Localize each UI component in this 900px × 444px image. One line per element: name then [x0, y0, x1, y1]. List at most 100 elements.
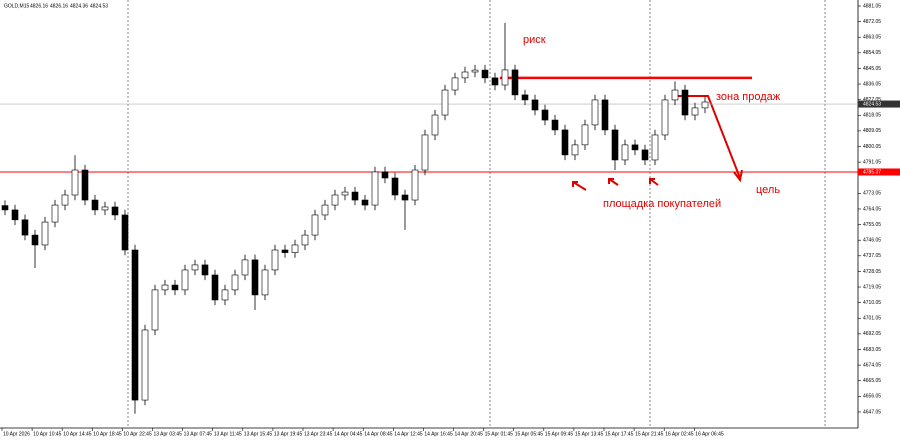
candle-body [521, 94, 529, 101]
y-tick-label: 4737.05 [863, 253, 881, 259]
candle-body [671, 89, 679, 101]
x-tick-label: 15 Apr 05:45 [515, 431, 544, 437]
y-tick-label: 4656.05 [863, 394, 881, 400]
x-tick-label: 13 Apr 23:45 [304, 431, 333, 437]
candle-body [1, 205, 9, 211]
header-price: 4824.53 [90, 3, 108, 9]
header: GOLD,M15 4826.16 4826.16 4824.36 4824.53 [4, 3, 108, 9]
candle-body [421, 134, 429, 171]
x-tick-label: 13 Apr 03:45 [154, 431, 183, 437]
y-tick-label: 4827.05 [863, 97, 881, 103]
candle-body [401, 194, 409, 201]
candle-body [231, 274, 239, 291]
y-tick-label: 4809.05 [863, 128, 881, 134]
arrow-head [733, 169, 743, 183]
candle-body [171, 284, 179, 291]
candle-body [301, 234, 309, 246]
candle-body [621, 144, 629, 161]
y-tick-label: 4818.05 [863, 113, 881, 119]
symbol: GOLD,M15 [4, 3, 30, 9]
candle-body [641, 149, 649, 161]
arrow-head [572, 181, 578, 187]
x-tick-label: 15 Apr 17:45 [605, 431, 634, 437]
candle-body [561, 129, 569, 156]
candle-body [241, 259, 249, 276]
candle-body [71, 169, 79, 196]
candle-body [251, 259, 259, 296]
support-price-label: 4785.37 [863, 169, 881, 175]
x-tick-label: 14 Apr 16:45 [424, 431, 453, 437]
candle-body [581, 124, 589, 146]
candle-body [411, 169, 419, 201]
y-tick-label: 4665.05 [863, 378, 881, 384]
day-separators [127, 0, 826, 428]
y-tick-label: 4647.05 [863, 409, 881, 415]
candle-body [281, 249, 289, 253]
y-tick-label: 4872.05 [863, 19, 881, 25]
support-price-box [858, 168, 900, 176]
header-price: 4826.16 [30, 3, 48, 9]
candle-body [651, 134, 659, 161]
candle-body [661, 99, 669, 136]
x-tick-label: 15 Apr 13:45 [575, 431, 604, 437]
candle-body [351, 191, 359, 201]
candle-body [591, 99, 599, 126]
x-tick-label: 14 Apr 20:45 [455, 431, 484, 437]
candle-body [511, 69, 519, 96]
y-tick-label: 4719.05 [863, 284, 881, 290]
candle-body [311, 214, 319, 236]
candle-body [181, 269, 189, 291]
x-tick-label: 15 Apr 01:45 [485, 431, 514, 437]
y-tick-label: 4674.05 [863, 362, 881, 368]
x-tick-label: 14 Apr 04:45 [334, 431, 363, 437]
candle-body [91, 199, 99, 211]
x-tick-label: 16 Apr 06:45 [695, 431, 724, 437]
y-tick-label: 4701.05 [863, 316, 881, 322]
y-tick-label: 4881.05 [863, 3, 881, 9]
y-tick-label: 4746.05 [863, 238, 881, 244]
candle-body [271, 249, 279, 271]
x-tick-label: 13 Apr 11:45 [214, 431, 242, 437]
candle-body [81, 169, 89, 201]
candle-body [501, 69, 509, 86]
x-tick-label: 13 Apr 15:45 [244, 431, 273, 437]
candle-body [261, 269, 269, 296]
target-label: цель [756, 184, 780, 196]
candle-body [491, 77, 499, 86]
buyers-area-label: площадка покупателей [603, 198, 721, 210]
candle-body [601, 99, 609, 131]
candle-body [481, 69, 489, 79]
candle-body [141, 329, 149, 401]
candle-body [291, 244, 299, 253]
y-tick-label: 4836.05 [863, 81, 881, 87]
candle-body [691, 107, 699, 116]
x-tick-label: 10 Apr 22:45 [123, 431, 152, 437]
header-price: 4824.36 [70, 3, 88, 9]
buyer-arrow [572, 181, 587, 191]
y-tick-label: 4764.05 [863, 206, 881, 212]
y-tick-label: 4773.05 [863, 191, 881, 197]
candle-body [111, 206, 119, 216]
x-tick-label: 14 Apr 12:45 [394, 431, 423, 437]
candle-body [191, 264, 199, 271]
candle-body [611, 129, 619, 161]
risk-label: риск [523, 34, 546, 46]
x-tick-label: 14 Apr 08:45 [364, 431, 393, 437]
candle-body [531, 99, 539, 111]
arrow-head [649, 178, 655, 184]
candle-body [391, 177, 399, 196]
y-tick-label: 4845.05 [863, 66, 881, 72]
x-tick-label: 13 Apr 07:45 [184, 431, 213, 437]
candle-body [631, 144, 639, 151]
y-tick-label: 4710.05 [863, 300, 881, 306]
candle-body [361, 199, 369, 206]
x-tick-label: 10 Apr 2026 [3, 431, 30, 437]
candle-body [371, 171, 379, 206]
y-tick-label: 4854.05 [863, 50, 881, 56]
y-tick-label: 4800.05 [863, 144, 881, 150]
candle-body [101, 206, 109, 211]
candle-body [551, 119, 559, 131]
y-tick-label: 4692.05 [863, 331, 881, 337]
candle-body [201, 264, 209, 276]
